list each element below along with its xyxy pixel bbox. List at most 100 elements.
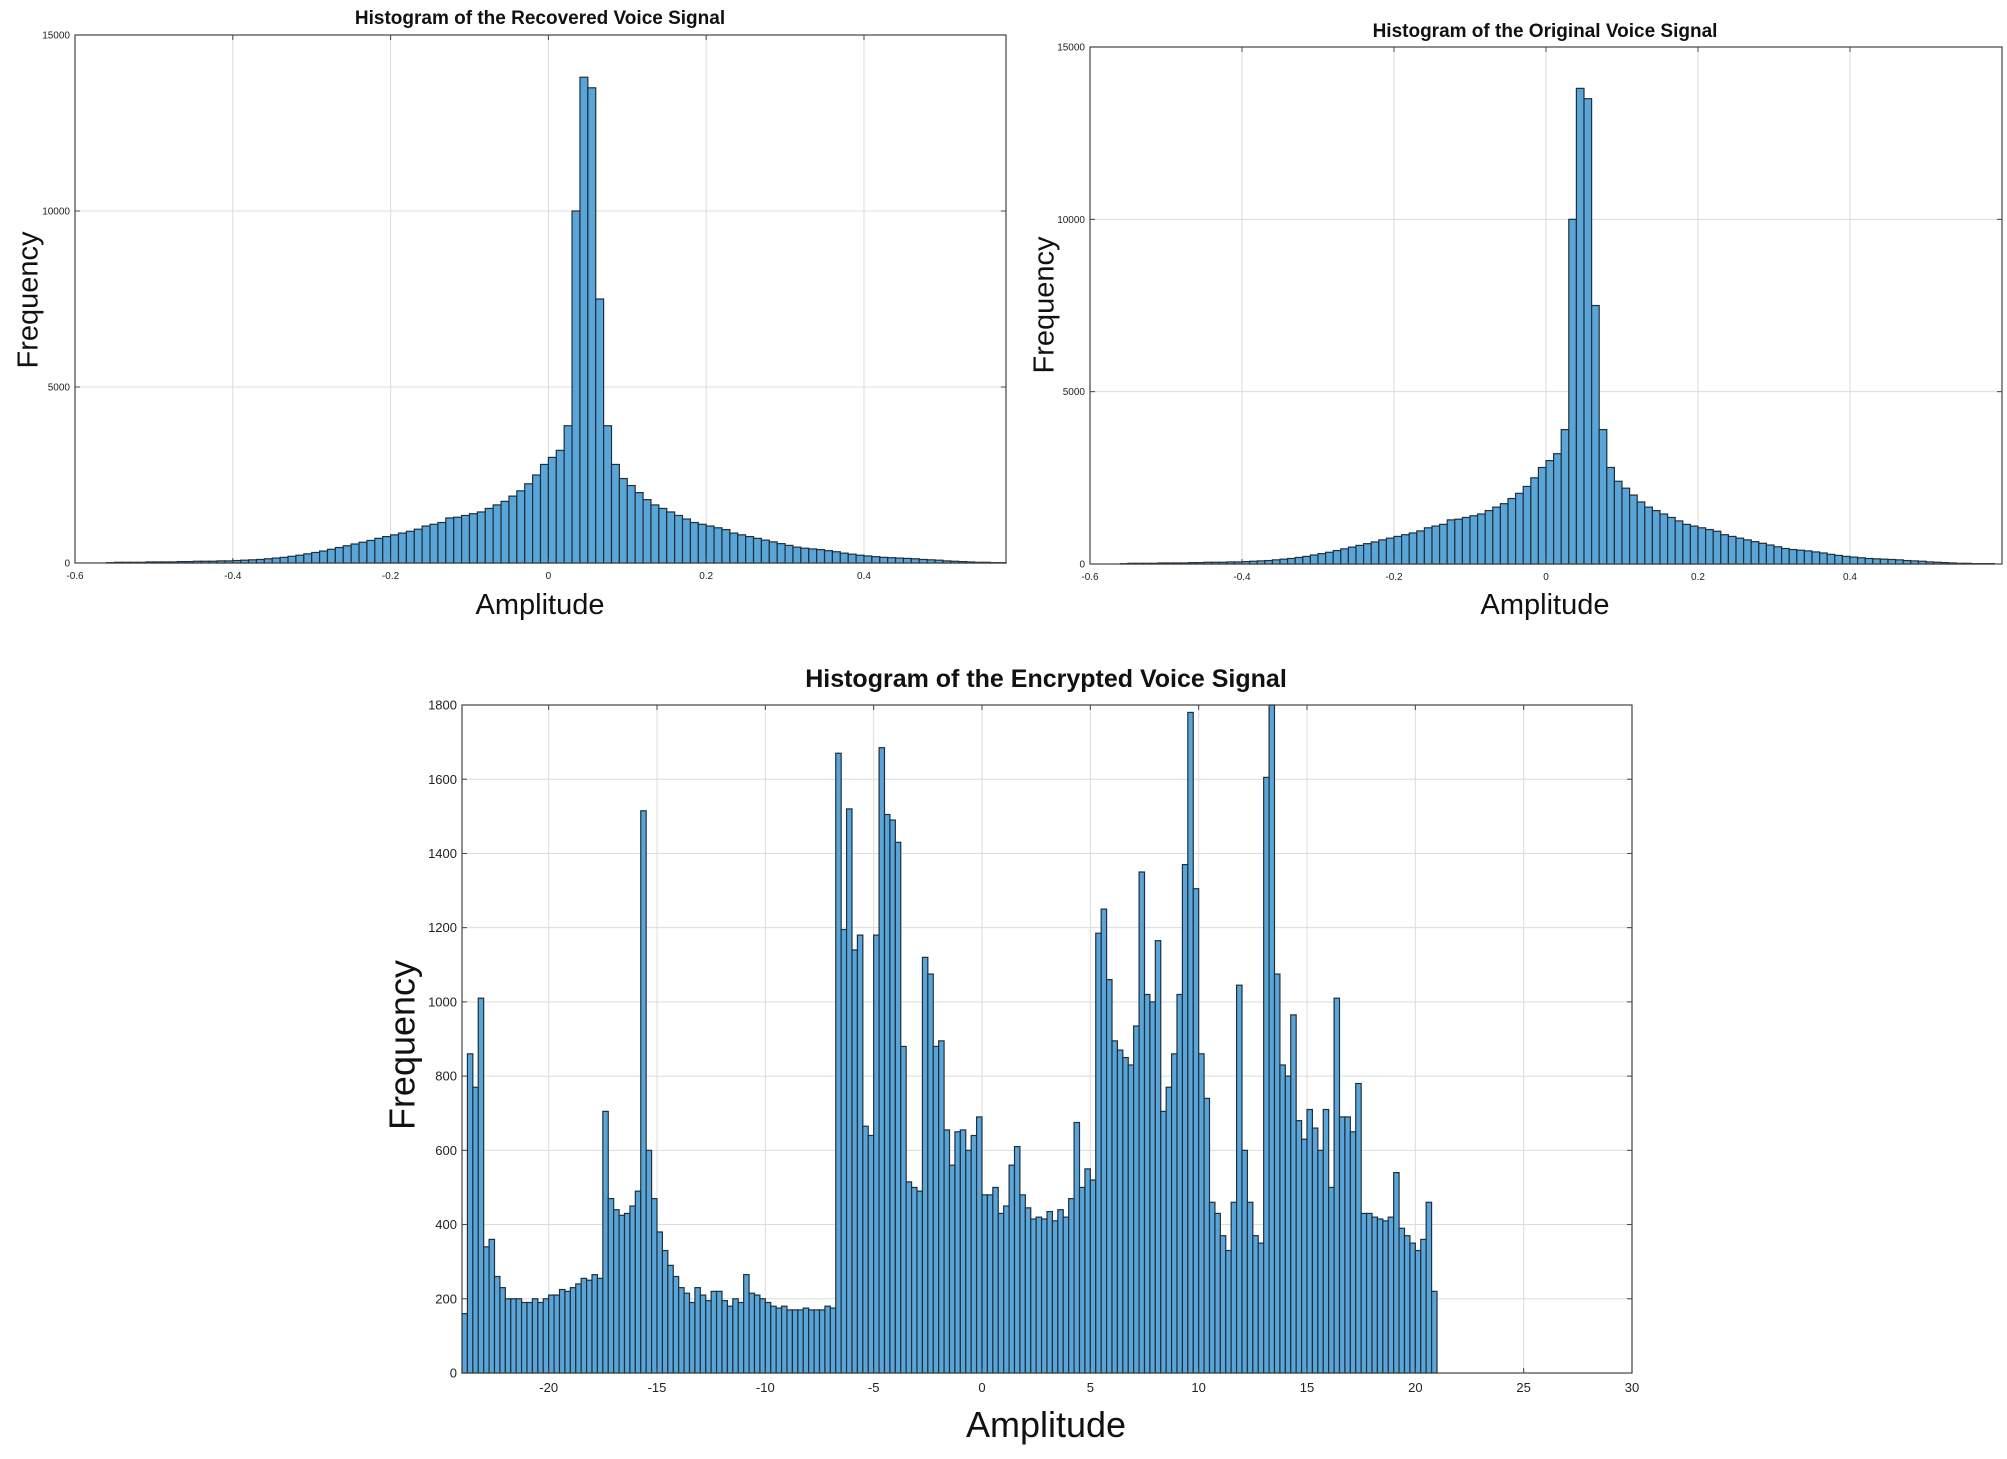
bar <box>1388 1217 1393 1373</box>
x-tick-label: 5 <box>1087 1380 1094 1395</box>
x-tick-label: 0 <box>1543 572 1549 583</box>
x-tick-label: -0.6 <box>1081 572 1099 583</box>
bar <box>1508 499 1516 564</box>
bar <box>771 1306 776 1373</box>
chart-title: Histogram of the Recovered Voice Signal <box>355 8 725 29</box>
bar <box>608 1199 613 1373</box>
bar <box>556 450 564 563</box>
bar <box>1288 558 1296 564</box>
bar <box>1637 502 1645 564</box>
x-tick-label: 30 <box>1625 1380 1639 1395</box>
bar <box>1361 1213 1366 1373</box>
bar <box>1090 1180 1095 1373</box>
bar <box>1652 511 1660 564</box>
bar <box>1015 1147 1020 1373</box>
x-axis-label: Amplitude <box>1481 589 1610 621</box>
bar <box>484 1247 489 1373</box>
bar <box>588 88 596 563</box>
bar <box>933 1046 938 1373</box>
bar <box>1592 306 1600 565</box>
bar <box>911 559 919 563</box>
y-tick-label: 1800 <box>428 698 457 713</box>
bar <box>548 457 556 563</box>
bar <box>1128 1065 1133 1373</box>
bar <box>872 557 880 563</box>
bar <box>1258 1243 1263 1373</box>
bar <box>1047 1212 1052 1373</box>
x-tick-label: -0.4 <box>1233 572 1251 583</box>
bar <box>1455 519 1463 564</box>
bar <box>1112 1041 1117 1373</box>
bar <box>1310 555 1318 564</box>
bar <box>864 556 872 563</box>
bar <box>641 811 646 1373</box>
y-axis-label: Frequency <box>1029 236 1061 374</box>
bar <box>522 1302 527 1373</box>
bar <box>1285 1076 1290 1373</box>
bar <box>868 1135 873 1373</box>
bar <box>280 557 288 563</box>
bar <box>1231 1202 1236 1373</box>
bar <box>1020 1195 1025 1373</box>
x-tick-label: -5 <box>868 1380 880 1395</box>
bar <box>1182 865 1187 1373</box>
bar <box>950 1165 955 1373</box>
bar <box>1462 517 1470 564</box>
bar <box>1516 493 1524 564</box>
bar <box>733 1299 738 1373</box>
bar <box>679 1288 684 1373</box>
bar <box>1226 1251 1231 1373</box>
bar <box>901 1046 906 1373</box>
bar <box>1645 507 1653 564</box>
y-axis-label: Frequency <box>13 231 45 369</box>
bar <box>1546 461 1554 564</box>
bar <box>1210 1202 1215 1373</box>
bar <box>998 1213 1003 1373</box>
bar <box>825 1306 830 1373</box>
bar <box>564 426 572 563</box>
bar <box>1356 545 1364 564</box>
bar <box>1440 524 1448 564</box>
bar <box>1415 1251 1420 1373</box>
bar <box>1470 516 1478 564</box>
bar <box>761 540 769 563</box>
bar <box>874 935 879 1373</box>
bar <box>485 508 493 563</box>
bar <box>489 1239 494 1373</box>
bar <box>572 211 580 563</box>
x-tick-label: 0.4 <box>857 571 871 582</box>
bar <box>1312 1128 1317 1373</box>
bar <box>1797 550 1805 564</box>
bar <box>1759 543 1767 564</box>
bar <box>1063 1217 1068 1373</box>
bar <box>1280 1065 1285 1373</box>
bar <box>744 1275 749 1373</box>
bar <box>675 515 683 563</box>
bar <box>581 1278 586 1373</box>
bar <box>809 1310 814 1373</box>
bar <box>1842 556 1850 564</box>
bar <box>1561 430 1569 564</box>
bar <box>1706 530 1714 564</box>
bar <box>1096 933 1101 1373</box>
bar <box>684 1293 689 1373</box>
bar <box>335 548 343 563</box>
bar <box>1865 558 1873 564</box>
bar <box>1421 1239 1426 1373</box>
bar <box>1177 994 1182 1373</box>
bar <box>817 550 825 563</box>
bar <box>880 557 888 563</box>
bar <box>727 1306 732 1373</box>
bar <box>706 526 714 563</box>
bar <box>1302 1139 1307 1373</box>
bar <box>541 464 549 563</box>
bar <box>730 533 738 563</box>
bar <box>944 1130 949 1373</box>
bar <box>1318 1150 1323 1373</box>
bar <box>1139 872 1144 1373</box>
bar <box>698 524 706 563</box>
bar <box>532 1299 537 1373</box>
bar <box>1377 1219 1382 1373</box>
bar <box>375 538 383 563</box>
